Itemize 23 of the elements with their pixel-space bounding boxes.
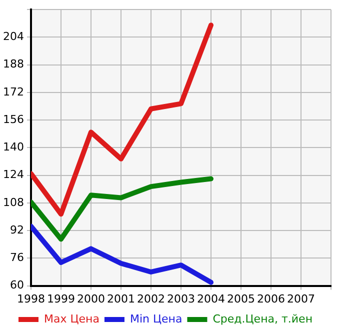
x-tick-label: 2003	[167, 292, 195, 306]
y-tick-label: 92	[10, 223, 24, 236]
y-tick-label: 108	[2, 196, 24, 209]
y-tick-label: 156	[2, 112, 24, 126]
x-tick-label: 2006	[257, 292, 285, 306]
x-tick-label: 2007	[287, 292, 315, 306]
x-tick-label: 2004	[197, 292, 225, 306]
x-tick-label: 2001	[106, 292, 135, 306]
x-tick-label: 2005	[227, 292, 255, 306]
legend-label: Min Цена	[130, 312, 182, 326]
y-tick-label: 76	[10, 251, 24, 264]
x-tick-label: 1998	[16, 292, 45, 306]
x-tick-label: 2000	[76, 292, 105, 306]
y-tick-label: 140	[2, 140, 24, 154]
x-tick-label: 2002	[136, 292, 165, 306]
x-tick-label: 1999	[46, 292, 75, 306]
y-tick-label: 188	[2, 58, 24, 71]
y-tick-label: 172	[2, 85, 24, 98]
y-tick-label: 124	[2, 168, 24, 182]
legend-label: Сред.Цена, т.йен	[212, 312, 313, 326]
legend-label: Max Цена	[44, 312, 100, 326]
y-tick-label: 204	[2, 30, 24, 44]
y-tick-label: 60	[10, 278, 24, 292]
